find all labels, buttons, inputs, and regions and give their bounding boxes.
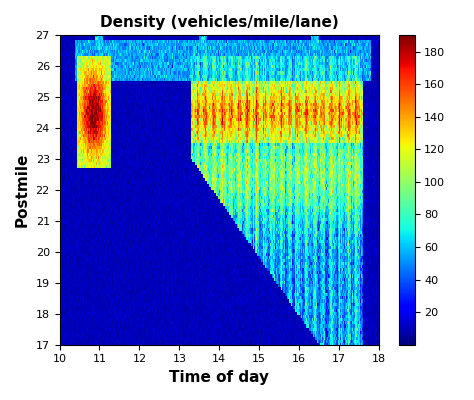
Title: Density (vehicles/mile/lane): Density (vehicles/mile/lane) bbox=[100, 15, 339, 30]
X-axis label: Time of day: Time of day bbox=[169, 370, 269, 385]
Y-axis label: Postmile: Postmile bbox=[15, 153, 30, 227]
